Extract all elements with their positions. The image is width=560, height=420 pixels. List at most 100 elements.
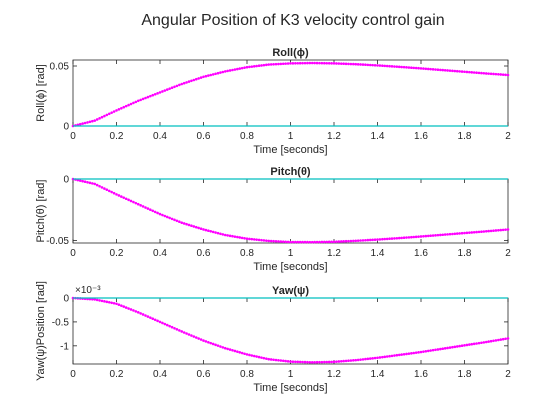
data-point <box>272 62 275 66</box>
data-point <box>364 357 367 361</box>
data-point <box>294 360 297 364</box>
data-point <box>453 345 457 349</box>
data-point <box>325 61 329 65</box>
data-point <box>310 240 314 244</box>
data-point <box>448 232 452 236</box>
data-point <box>429 67 432 71</box>
data-point <box>378 64 382 67</box>
data-point <box>202 228 205 231</box>
data-point <box>236 67 239 71</box>
subplot-title: Roll(ϕ) <box>272 47 309 59</box>
data-point <box>204 340 208 343</box>
data-point <box>132 200 135 204</box>
data-point <box>86 180 89 184</box>
data-point <box>475 230 478 234</box>
data-point <box>419 235 423 238</box>
data-point <box>344 359 348 363</box>
data-point <box>451 232 454 236</box>
data-point <box>216 71 220 75</box>
data-point <box>298 240 302 244</box>
data-point <box>323 240 326 244</box>
data-point <box>455 69 459 73</box>
data-point <box>497 228 500 232</box>
data-point <box>465 70 469 74</box>
data-point <box>257 355 261 359</box>
data-point <box>269 239 273 243</box>
x-tick-label: 0.4 <box>153 369 167 380</box>
data-point <box>192 335 196 338</box>
data-point <box>132 101 135 105</box>
data-point <box>422 350 425 353</box>
data-point <box>194 336 198 339</box>
data-point <box>412 351 416 355</box>
data-point <box>83 180 87 184</box>
data-point <box>349 359 353 362</box>
data-point <box>422 67 425 70</box>
data-point <box>257 238 261 242</box>
data-point <box>226 347 229 351</box>
data-point <box>414 66 418 70</box>
data-point <box>410 66 413 70</box>
data-point <box>451 345 454 349</box>
data-point <box>175 219 179 223</box>
data-point <box>296 240 300 244</box>
data-point <box>313 360 316 364</box>
response-series <box>71 177 510 244</box>
data-point <box>153 318 157 322</box>
data-point <box>194 225 198 229</box>
data-point <box>165 215 169 219</box>
data-point <box>506 228 510 231</box>
data-point <box>410 352 413 355</box>
data-point <box>426 67 430 71</box>
data-point <box>303 61 307 65</box>
data-point <box>105 300 109 304</box>
data-point <box>318 61 321 65</box>
data-point <box>315 360 319 364</box>
data-point <box>492 229 495 232</box>
data-point <box>364 63 367 67</box>
data-point <box>78 122 82 126</box>
data-point <box>294 240 297 244</box>
data-point <box>361 239 365 242</box>
data-point <box>388 64 391 68</box>
data-point <box>315 61 319 65</box>
data-point <box>443 233 447 236</box>
data-point <box>323 61 326 65</box>
data-point <box>265 63 268 67</box>
data-point <box>397 236 401 240</box>
data-point <box>352 62 355 66</box>
data-point <box>178 83 181 87</box>
data-point <box>272 239 275 243</box>
data-point <box>364 238 367 242</box>
data-point <box>98 117 101 120</box>
data-point <box>506 337 510 340</box>
data-point <box>139 98 142 102</box>
data-point <box>465 343 469 347</box>
data-point <box>103 187 106 190</box>
data-point <box>439 347 442 351</box>
data-point <box>161 213 164 217</box>
data-point <box>446 346 449 350</box>
x-tick-label: 1.8 <box>458 369 472 380</box>
data-point <box>267 239 271 243</box>
data-point <box>368 63 372 67</box>
data-point <box>419 67 423 70</box>
data-point <box>383 355 387 359</box>
data-point <box>207 74 210 77</box>
data-point <box>175 328 179 331</box>
data-point <box>197 77 200 80</box>
data-point <box>337 62 341 65</box>
data-point <box>180 221 184 224</box>
data-point <box>385 64 389 68</box>
data-point <box>381 64 384 68</box>
data-point <box>250 237 254 241</box>
data-point <box>484 72 488 75</box>
data-point <box>458 70 461 73</box>
data-point <box>226 234 229 237</box>
data-point <box>313 240 316 244</box>
data-point <box>385 237 389 241</box>
data-point <box>368 357 372 360</box>
data-point <box>245 237 249 240</box>
data-point <box>429 234 432 238</box>
data-point <box>216 344 220 347</box>
